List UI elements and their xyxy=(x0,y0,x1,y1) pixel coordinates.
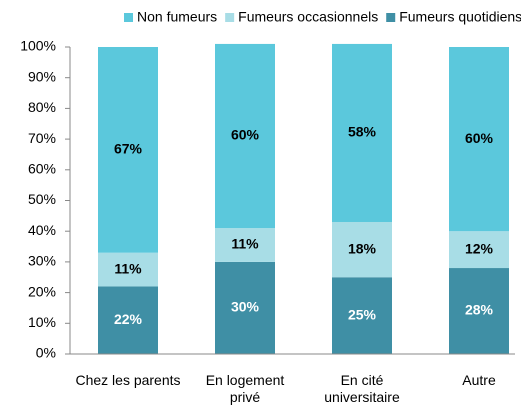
bar-segment xyxy=(215,228,275,262)
data-label: 12% xyxy=(465,240,494,256)
data-label: 60% xyxy=(231,127,260,143)
legend-swatch xyxy=(225,13,235,22)
legend-swatch xyxy=(124,13,133,22)
bar-segment xyxy=(332,277,392,354)
y-tick-label: 70% xyxy=(28,130,56,146)
bar-segment xyxy=(449,47,509,232)
bar-segment xyxy=(449,231,509,269)
legend-swatch xyxy=(386,13,396,22)
data-label: 11% xyxy=(231,236,259,252)
bar-segment xyxy=(98,47,158,253)
data-label: 25% xyxy=(348,306,377,322)
bar-segment xyxy=(215,261,275,354)
y-tick-label: 20% xyxy=(28,283,56,299)
data-label: 28% xyxy=(465,302,494,318)
data-label: 22% xyxy=(114,311,143,327)
data-label: 67% xyxy=(114,141,143,157)
x-tick-label: Chez les parents xyxy=(75,372,181,388)
y-tick-label: 0% xyxy=(36,345,56,361)
legend-label: Non fumeurs xyxy=(137,9,217,25)
bar-segment xyxy=(215,43,275,229)
x-tick-label: En logement privé xyxy=(205,372,285,405)
legend-label: Fumeurs occasionnels xyxy=(238,9,378,25)
y-tick-label: 60% xyxy=(28,161,56,177)
data-label: 60% xyxy=(465,130,494,146)
y-tick-label: 40% xyxy=(28,222,56,238)
y-tick-label: 10% xyxy=(28,314,56,330)
bar-segment xyxy=(332,221,392,278)
data-label: 18% xyxy=(348,240,377,256)
y-tick-label: 80% xyxy=(28,99,56,115)
data-label: 11% xyxy=(114,260,142,276)
bar-segment xyxy=(98,286,158,354)
y-tick-label: 90% xyxy=(28,68,56,84)
y-tick-label: 100% xyxy=(20,38,56,54)
data-label: 30% xyxy=(231,299,260,315)
bar-segment xyxy=(449,268,509,354)
x-tick-label: En cité universitaire xyxy=(324,372,400,405)
legend-label: Fumeurs quotidiens xyxy=(399,9,521,25)
bar-segment xyxy=(332,43,392,222)
data-label: 58% xyxy=(348,124,377,140)
y-tick-label: 50% xyxy=(28,191,56,207)
x-tick-label: Autre xyxy=(462,372,496,388)
y-tick-label: 30% xyxy=(28,253,56,269)
bar-segment xyxy=(98,252,158,287)
